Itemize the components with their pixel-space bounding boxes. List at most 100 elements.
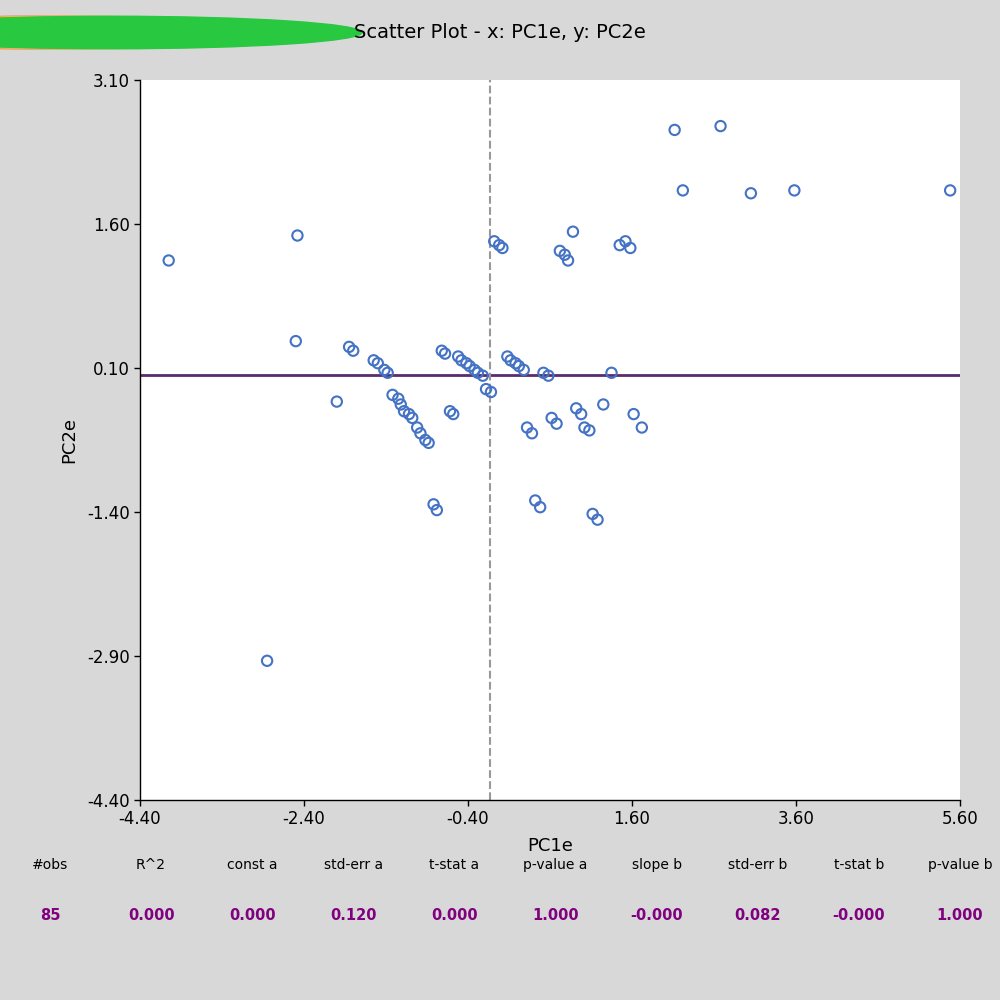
Point <box>617 233 633 249</box>
Point <box>341 339 357 355</box>
Point <box>604 365 620 381</box>
Point <box>385 387 401 403</box>
Point <box>370 355 386 371</box>
Point <box>532 499 548 515</box>
Point <box>453 352 469 368</box>
Point <box>401 406 417 422</box>
Text: 0.000: 0.000 <box>229 908 276 922</box>
Point <box>494 240 510 256</box>
Point <box>576 420 592 436</box>
Point <box>161 252 177 268</box>
Point <box>486 233 502 249</box>
Point <box>289 228 305 244</box>
Text: std-err b: std-err b <box>728 858 787 872</box>
Text: -0.000: -0.000 <box>833 908 885 922</box>
Point <box>527 492 543 508</box>
Text: 0.120: 0.120 <box>330 908 377 922</box>
Circle shape <box>0 16 288 49</box>
Point <box>634 420 650 436</box>
Point <box>552 243 568 259</box>
Point <box>585 506 601 522</box>
Text: t-stat a: t-stat a <box>429 858 480 872</box>
Point <box>893 22 909 38</box>
Point <box>524 425 540 441</box>
Point <box>409 420 425 436</box>
Point <box>421 435 437 451</box>
Point <box>470 365 486 381</box>
Point <box>467 362 483 378</box>
Point <box>511 358 527 374</box>
Point <box>345 343 361 359</box>
Point <box>565 224 581 240</box>
Text: 1.000: 1.000 <box>532 908 579 922</box>
Point <box>667 122 683 138</box>
Y-axis label: PC2e: PC2e <box>61 417 79 463</box>
Text: std-err a: std-err a <box>324 858 383 872</box>
Point <box>491 237 507 253</box>
Point <box>675 182 691 198</box>
Point <box>942 182 958 198</box>
Point <box>581 422 597 438</box>
Text: 0.082: 0.082 <box>735 908 781 922</box>
Point <box>568 400 584 416</box>
Text: -0.000: -0.000 <box>630 908 683 922</box>
Point <box>396 403 412 419</box>
Point <box>417 432 433 448</box>
Point <box>329 394 345 410</box>
Text: 0.000: 0.000 <box>431 908 478 922</box>
Point <box>544 410 560 426</box>
Point <box>622 240 638 256</box>
Text: t-stat b: t-stat b <box>834 858 884 872</box>
Point <box>259 653 275 669</box>
Text: const a: const a <box>227 858 277 872</box>
Text: 1.000: 1.000 <box>937 908 983 922</box>
Point <box>549 416 565 432</box>
Text: slope b: slope b <box>632 858 682 872</box>
Point <box>380 365 396 381</box>
Point <box>434 343 450 359</box>
Point <box>390 391 406 407</box>
X-axis label: PC1e: PC1e <box>527 837 573 855</box>
Text: Scatter Plot - x: PC1e, y: PC2e: Scatter Plot - x: PC1e, y: PC2e <box>354 23 646 42</box>
Point <box>437 346 453 362</box>
Point <box>503 352 519 368</box>
Text: p-value a: p-value a <box>523 858 588 872</box>
Point <box>786 182 802 198</box>
Point <box>412 425 428 441</box>
Point <box>508 355 524 371</box>
Point <box>540 368 556 384</box>
Point <box>499 348 515 364</box>
Point <box>626 406 642 422</box>
Text: R^2: R^2 <box>136 858 166 872</box>
Point <box>445 406 461 422</box>
Point <box>483 384 499 400</box>
Point <box>429 502 445 518</box>
Point <box>535 365 551 381</box>
Text: 0.000: 0.000 <box>128 908 174 922</box>
Point <box>595 396 611 412</box>
Point <box>450 348 466 364</box>
Circle shape <box>0 16 362 49</box>
Point <box>462 358 478 374</box>
Point <box>590 512 606 528</box>
Point <box>743 185 759 201</box>
Point <box>442 403 458 419</box>
Point <box>612 237 628 253</box>
Point <box>478 381 494 397</box>
Point <box>366 352 382 368</box>
Point <box>376 362 392 378</box>
Point <box>426 496 442 512</box>
Circle shape <box>0 16 325 49</box>
Point <box>560 252 576 268</box>
Point <box>404 410 420 426</box>
Point <box>557 247 573 263</box>
Point <box>288 333 304 349</box>
Point <box>458 355 474 371</box>
Point <box>393 396 409 412</box>
Text: p-value b: p-value b <box>928 858 992 872</box>
Point <box>713 118 729 134</box>
Point <box>475 368 491 384</box>
Text: #obs: #obs <box>32 858 68 872</box>
Point <box>516 362 532 378</box>
Point <box>573 406 589 422</box>
